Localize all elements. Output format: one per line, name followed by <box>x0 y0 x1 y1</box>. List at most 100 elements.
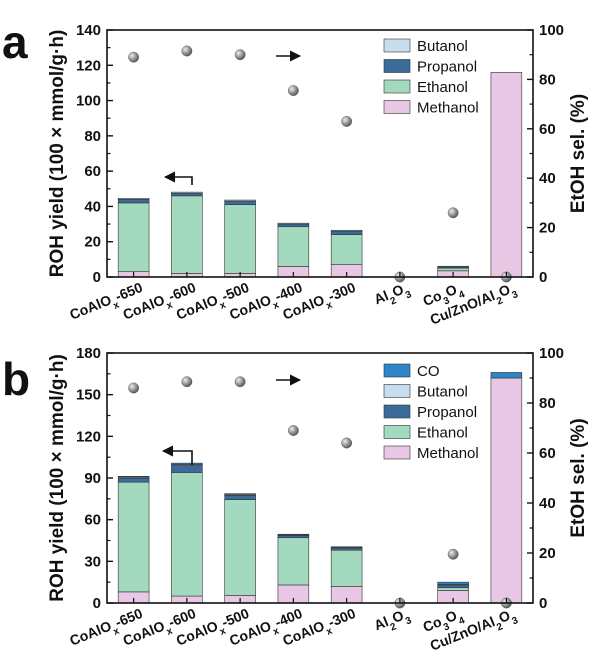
y-tick-label: 80 <box>84 128 101 145</box>
selectivity-point-6 <box>447 207 459 219</box>
x-category-label: Co3O4 <box>421 279 467 314</box>
legend-entry: Propanol <box>417 404 477 421</box>
y-tick-label: 150 <box>76 387 101 404</box>
y-axis-title: ROH yield (100 × mmol/g·h) <box>47 354 68 602</box>
bar-segment-ethanol-2 <box>224 204 256 274</box>
selectivity-point-0 <box>128 382 140 394</box>
bar-segment-propanol-2 <box>224 495 256 500</box>
bar-segment-methanol-7 <box>490 72 523 278</box>
bar-segment-butanol-0 <box>117 198 150 200</box>
bar-segment-co-0 <box>117 476 150 478</box>
y2-tick-label: 60 <box>539 121 556 138</box>
y-tick-label: 0 <box>93 595 101 612</box>
y-tick-label: 140 <box>76 22 101 39</box>
legend-entry: Butanol <box>417 38 468 55</box>
bar-segment-ethanol-6 <box>437 587 469 591</box>
legend-swatch <box>383 59 411 73</box>
bar-segment-propanol-4 <box>330 230 363 235</box>
y2-tick-label: 80 <box>539 71 556 88</box>
panel-b: b 0 30 60 90 120 150 180 0 20 40 60 80 100 CoAlOx-650C… <box>2 345 589 659</box>
selectivity-point-4 <box>341 115 353 127</box>
legend-entry: Ethanol <box>417 425 468 442</box>
bar-segment-ethanol-1 <box>171 195 203 274</box>
bar-segment-ethanol-1 <box>171 472 203 597</box>
selectivity-point-3 <box>287 85 299 96</box>
bar-segment-propanol-0 <box>117 199 150 204</box>
left-axis-arrow <box>163 171 193 185</box>
y2-tick-label: 40 <box>539 170 556 187</box>
legend: Butanol Propanol Ethanol Methanol <box>383 38 479 117</box>
legend-swatch <box>383 384 411 398</box>
bars <box>117 72 523 278</box>
selectivity-point-1 <box>181 376 193 388</box>
y-tick-label: 60 <box>84 163 101 180</box>
y-axis-right: 0 20 40 60 80 100 <box>527 22 564 286</box>
selectivity-point-1 <box>181 45 193 57</box>
bar-segment-propanol-2 <box>224 200 256 205</box>
y2-axis-title: EtOH sel. (%) <box>568 418 589 537</box>
legend-swatch <box>383 363 411 378</box>
y2-tick-label: 80 <box>539 395 556 412</box>
panel-letter: b <box>2 353 30 405</box>
y-axis-left: 0 20 40 60 80 100 120 140 <box>76 22 113 286</box>
bar-segment-ethanol-6 <box>437 267 469 272</box>
y-tick-label: 120 <box>76 57 101 74</box>
plot-frame <box>106 352 534 604</box>
bar-segment-co-7 <box>490 372 523 379</box>
x-axis: CoAlOx-650CoAlOx-600CoAlOx-500CoAlOx-400… <box>67 598 520 659</box>
legend-entry: Ethanol <box>417 79 468 96</box>
legend-swatch <box>383 445 411 460</box>
y-axis-right: 0 20 40 60 80 100 <box>527 345 564 612</box>
selectivity-points <box>128 376 512 609</box>
bar-segment-butanol-3 <box>277 222 310 225</box>
y-tick-label: 40 <box>84 198 101 215</box>
bars <box>117 372 523 604</box>
y-tick-label: 180 <box>76 345 101 362</box>
y-tick-label: 30 <box>84 553 101 570</box>
bar-segment-ethanol-4 <box>330 549 363 587</box>
x-category-label: Al2O3 <box>372 279 414 313</box>
x-category-label: Cu/ZnO/Al2O3 <box>428 605 520 659</box>
bar-segment-butanol-2 <box>224 199 256 202</box>
legend-entry: Methanol <box>417 100 479 117</box>
legend-swatch <box>383 404 411 419</box>
y-tick-label: 120 <box>76 428 101 445</box>
y2-tick-label: 0 <box>539 269 547 286</box>
bar-segment-propanol-6 <box>437 584 469 589</box>
y2-tick-label: 20 <box>539 545 556 562</box>
selectivity-points <box>128 45 512 283</box>
legend-swatch <box>383 79 411 94</box>
bar-segment-ethanol-2 <box>224 499 256 596</box>
selectivity-point-0 <box>128 51 140 63</box>
legend-swatch <box>383 38 411 53</box>
y2-tick-label: 100 <box>539 22 564 39</box>
bar-segment-propanol-3 <box>277 535 310 539</box>
bar-segment-butanol-6 <box>437 265 469 268</box>
y-axis-left: 0 30 60 90 120 150 180 <box>76 345 113 612</box>
panel-letter: a <box>2 16 28 68</box>
y-tick-label: 60 <box>84 512 101 529</box>
bar-segment-butanol-1 <box>171 191 203 194</box>
bar-segment-butanol-4 <box>330 229 363 232</box>
legend: CO Butanol Propanol Ethanol Methanol <box>383 363 479 462</box>
bar-segment-co-3 <box>277 533 310 536</box>
bar-segment-ethanol-0 <box>117 202 150 273</box>
y2-tick-label: 20 <box>539 220 556 237</box>
selectivity-point-4 <box>341 437 353 449</box>
legend-entry: Propanol <box>417 59 477 76</box>
bar-segment-propanol-1 <box>171 465 203 473</box>
legend-entry: Methanol <box>417 445 479 462</box>
bar-segment-co-1 <box>171 462 203 465</box>
bar-segment-ethanol-3 <box>277 537 310 586</box>
legend-entry: Butanol <box>417 384 468 401</box>
legend-swatch <box>383 425 411 439</box>
legend-entry: CO <box>417 363 440 380</box>
left-axis-arrow <box>161 445 193 465</box>
y2-axis-title: EtOH sel. (%) <box>568 94 589 213</box>
bar-segment-co-6 <box>437 581 469 585</box>
y2-tick-label: 100 <box>539 345 564 362</box>
selectivity-point-2 <box>234 49 246 61</box>
x-category-label: Cu/ZnO/Al2O3 <box>428 279 520 333</box>
bar-segment-propanol-0 <box>117 477 150 483</box>
